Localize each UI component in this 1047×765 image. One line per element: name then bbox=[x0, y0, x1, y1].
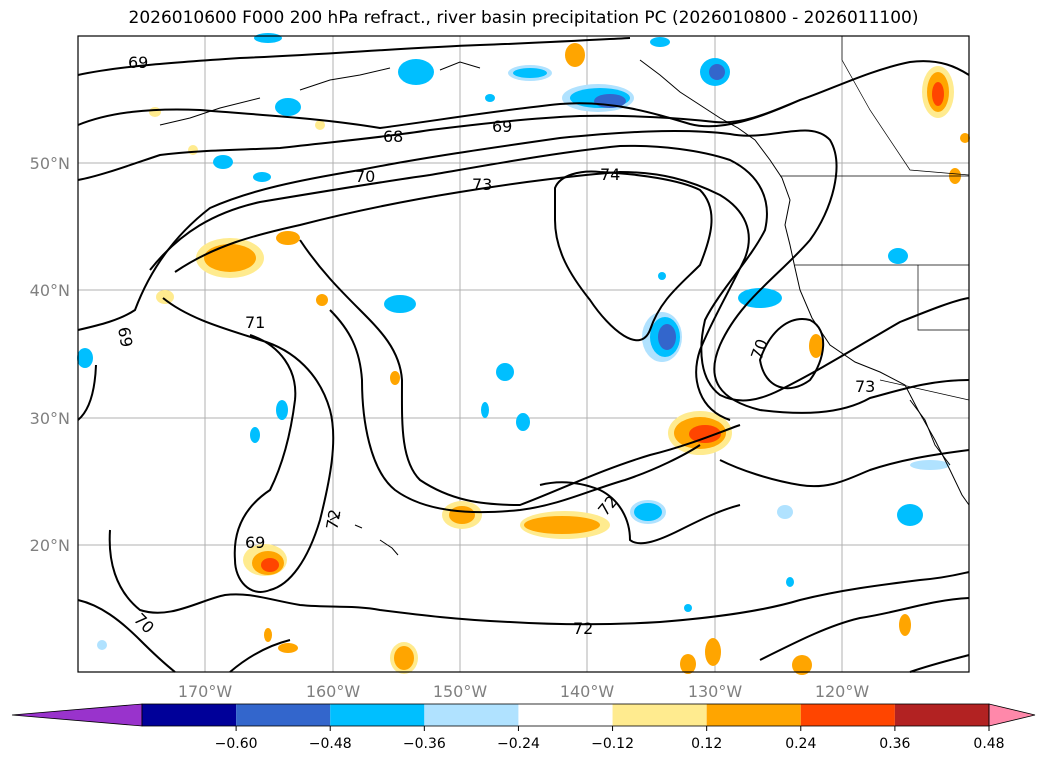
colorbar-tick-label: 0.12 bbox=[691, 736, 722, 752]
colorbar-extend-low bbox=[11, 703, 143, 727]
lat-label: 20°N bbox=[30, 536, 70, 555]
lat-label: 50°N bbox=[30, 154, 70, 173]
colorbar-tick-label: 0.24 bbox=[785, 736, 816, 752]
contour-label: 68 bbox=[383, 127, 403, 146]
refractivity-contours bbox=[77, 37, 970, 673]
contour-label: 71 bbox=[245, 313, 265, 332]
contour-label: 69 bbox=[114, 325, 136, 348]
colorbar-tick-label: −0.48 bbox=[309, 736, 352, 752]
colorbar-swatch bbox=[894, 704, 989, 726]
lon-label: 170°W bbox=[178, 682, 233, 701]
colorbar-swatch bbox=[424, 704, 519, 726]
colorbar-swatch bbox=[142, 704, 237, 726]
contour-label: 74 bbox=[600, 165, 620, 184]
contour-label: 69 bbox=[128, 53, 148, 72]
colorbar-swatch bbox=[612, 704, 707, 726]
precip-shading bbox=[77, 33, 970, 675]
contour-label: 72 bbox=[322, 508, 344, 531]
lon-label: 130°W bbox=[688, 682, 743, 701]
colorbar-tick-label: −0.60 bbox=[215, 736, 258, 752]
map-frame bbox=[77, 35, 970, 673]
lon-label: 120°W bbox=[815, 682, 870, 701]
colorbar-swatch bbox=[330, 704, 425, 726]
coastlines bbox=[159, 36, 970, 556]
lon-label: 140°W bbox=[560, 682, 615, 701]
contour-label: 69 bbox=[245, 533, 265, 552]
colorbar-extend-high bbox=[988, 703, 1036, 727]
colorbar-tick-label: 0.36 bbox=[879, 736, 910, 752]
colorbar-swatch bbox=[800, 704, 895, 726]
colorbar: −0.60 −0.48 −0.36 −0.24 −0.12 0.12 0.24 0.36 0.4… bbox=[11, 703, 1036, 752]
lat-label: 40°N bbox=[30, 281, 70, 300]
contour-label: 70 bbox=[355, 167, 375, 186]
lon-label: 160°W bbox=[306, 682, 361, 701]
contour-label: 73 bbox=[472, 175, 492, 194]
lat-labels: 50°N 40°N 30°N 20°N bbox=[30, 154, 70, 555]
colorbar-swatch bbox=[518, 704, 613, 726]
colorbar-tick-label: −0.36 bbox=[403, 736, 446, 752]
contour-label: 72 bbox=[573, 619, 593, 638]
map-title: 2026010600 F000 200 hPa refract., river … bbox=[128, 8, 919, 28]
lon-label: 150°W bbox=[433, 682, 488, 701]
lon-labels: 170°W 160°W 150°W 140°W 130°W 120°W bbox=[178, 682, 870, 701]
contour-label: 69 bbox=[492, 117, 512, 136]
contour-label: 73 bbox=[855, 377, 875, 396]
colorbar-swatch bbox=[236, 704, 331, 726]
colorbar-tick-label: −0.12 bbox=[591, 736, 634, 752]
colorbar-tick-label: −0.24 bbox=[497, 736, 540, 752]
map-area bbox=[78, 36, 969, 672]
colorbar-outline bbox=[141, 703, 990, 727]
lat-label: 30°N bbox=[30, 409, 70, 428]
colorbar-tick-label: 0.48 bbox=[973, 736, 1004, 752]
colorbar-swatch bbox=[706, 704, 801, 726]
